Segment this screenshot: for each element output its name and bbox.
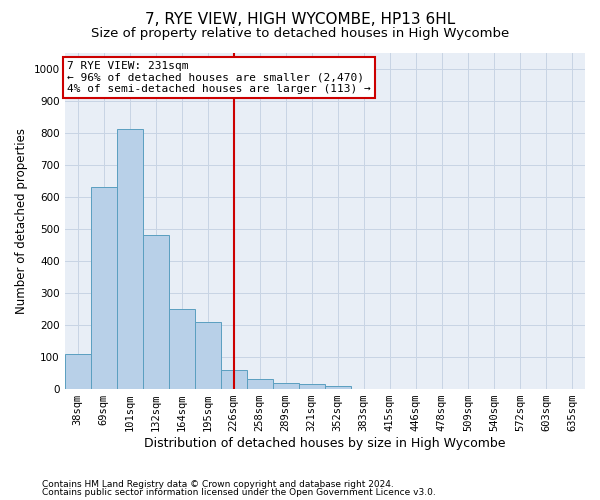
Bar — [273, 382, 299, 389]
Text: 7, RYE VIEW, HIGH WYCOMBE, HP13 6HL: 7, RYE VIEW, HIGH WYCOMBE, HP13 6HL — [145, 12, 455, 28]
Bar — [194, 322, 221, 389]
Bar — [299, 384, 325, 389]
Bar — [116, 130, 143, 389]
Bar — [221, 370, 247, 389]
Text: Size of property relative to detached houses in High Wycombe: Size of property relative to detached ho… — [91, 28, 509, 40]
Text: Contains HM Land Registry data © Crown copyright and database right 2024.: Contains HM Land Registry data © Crown c… — [42, 480, 394, 489]
X-axis label: Distribution of detached houses by size in High Wycombe: Distribution of detached houses by size … — [144, 437, 506, 450]
Bar — [247, 380, 273, 389]
Bar — [169, 309, 194, 389]
Text: Contains public sector information licensed under the Open Government Licence v3: Contains public sector information licen… — [42, 488, 436, 497]
Bar — [325, 386, 351, 389]
Bar — [143, 235, 169, 389]
Text: 7 RYE VIEW: 231sqm
← 96% of detached houses are smaller (2,470)
4% of semi-detac: 7 RYE VIEW: 231sqm ← 96% of detached hou… — [67, 61, 371, 94]
Bar — [65, 354, 91, 389]
Bar — [91, 187, 116, 389]
Y-axis label: Number of detached properties: Number of detached properties — [15, 128, 28, 314]
